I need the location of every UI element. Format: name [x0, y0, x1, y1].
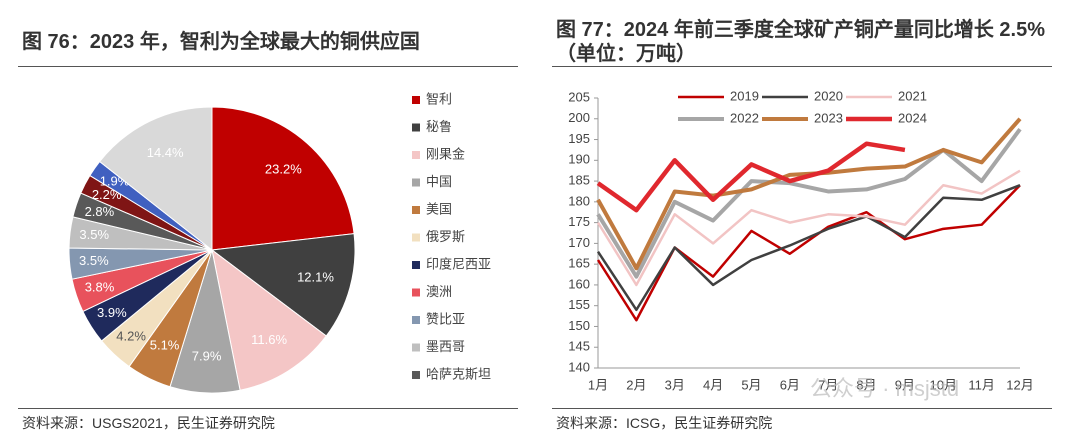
x-tick-label: 9月: [895, 377, 915, 392]
y-tick-label: 145: [568, 339, 590, 354]
legend-label: 2020: [814, 88, 843, 103]
y-tick-label: 165: [568, 256, 590, 271]
source: 资料来源：ICSG，民生证券研究院: [556, 415, 773, 431]
y-tick-label: 175: [568, 214, 590, 229]
legend-swatch: [412, 261, 420, 269]
y-tick-label: 140: [568, 359, 590, 374]
legend-label: 俄罗斯: [426, 229, 465, 244]
legend-label: 秘鲁: [426, 119, 452, 134]
y-tick-label: 190: [568, 152, 590, 167]
legend-label: 2022: [730, 110, 759, 125]
x-tick-label: 10月: [930, 377, 957, 392]
series-line: [596, 117, 1022, 271]
legend-label: 2023: [814, 110, 843, 125]
rule: [18, 66, 518, 67]
legend-swatch: [412, 96, 420, 104]
data-label: 14.4%: [147, 145, 184, 160]
pie-slice: [211, 248, 327, 391]
x-tick-label: 5月: [741, 377, 761, 392]
legend-label: 赞比亚: [426, 311, 465, 326]
legend-swatch: [412, 288, 420, 297]
x-tick-label: 8月: [856, 377, 876, 392]
pie-slice: [211, 106, 355, 251]
y-tick-label: 205: [568, 89, 590, 104]
x-tick-label: 11月: [968, 377, 995, 392]
x-tick-label: 7月: [818, 377, 838, 392]
y-tick-label: 155: [568, 297, 590, 312]
watermark: 公众号 · msjstd: [810, 376, 959, 401]
legend-label: 墨西哥: [426, 339, 465, 354]
x-tick-label: 1月: [588, 377, 608, 392]
legend-swatch: [412, 206, 420, 214]
data-label: 5.1%: [150, 338, 180, 353]
data-label: 3.5%: [79, 227, 109, 242]
legend-swatch: [412, 123, 420, 132]
data-label: 23.2%: [265, 161, 302, 176]
rule: [552, 408, 1052, 409]
legend-label: 哈萨克斯坦: [426, 366, 491, 381]
series-line: [596, 169, 1021, 287]
legend-swatch: [412, 316, 420, 324]
legend-label: 2024: [898, 110, 927, 125]
legend-label: 2021: [898, 88, 927, 103]
legend-label: 2019: [730, 88, 759, 103]
legend-label: 中国: [426, 174, 452, 189]
rule: [18, 408, 518, 409]
pie-slice: [210, 233, 356, 337]
legend-swatch: [412, 178, 420, 187]
series-line: [596, 127, 1022, 279]
data-label: 3.5%: [79, 253, 109, 268]
data-label: 11.6%: [251, 332, 287, 347]
y-tick-label: 160: [568, 276, 590, 291]
x-tick-label: 3月: [665, 377, 685, 392]
series-line: [596, 184, 1021, 312]
y-tick-label: 150: [568, 318, 590, 333]
legend-swatch: [412, 343, 420, 352]
legend-label: 印度尼西亚: [426, 256, 491, 271]
y-tick-label: 180: [568, 193, 590, 208]
rule: [552, 66, 1052, 67]
x-tick-label: 6月: [780, 377, 800, 392]
chart-title: 图 76：2023 年，智利为全球最大的铜供应国: [22, 31, 420, 53]
legend-label: 智利: [426, 91, 452, 106]
data-label: 3.8%: [85, 279, 115, 294]
pie-slice: [98, 106, 213, 252]
series-line: [596, 184, 1021, 322]
data-label: 12.1%: [297, 270, 334, 285]
y-tick-label: 170: [568, 235, 590, 250]
legend-label: 澳洲: [426, 284, 452, 299]
data-label: 3.9%: [97, 305, 127, 320]
chart-title: 图 77：2024 年前三季度全球矿产铜产量同比增长 2.5%（单位：万吨）: [556, 19, 1045, 65]
y-tick-label: 195: [568, 131, 590, 146]
data-label: 2.8%: [85, 204, 115, 219]
legend-label: 刚果金: [426, 146, 465, 161]
x-tick-label: 2月: [626, 377, 646, 392]
source: 资料来源：USGS2021，民生证券研究院: [22, 415, 275, 431]
series-line: [596, 141, 906, 213]
legend-label: 美国: [426, 201, 452, 216]
legend-swatch: [412, 233, 420, 242]
legend-swatch: [412, 371, 420, 379]
y-tick-label: 200: [568, 110, 590, 125]
x-tick-label: 12月: [1006, 377, 1033, 392]
data-label: 4.2%: [116, 328, 146, 343]
legend-swatch: [412, 151, 420, 159]
y-tick-label: 185: [568, 173, 590, 188]
data-label: 7.9%: [192, 349, 222, 364]
x-tick-label: 4月: [703, 377, 723, 392]
